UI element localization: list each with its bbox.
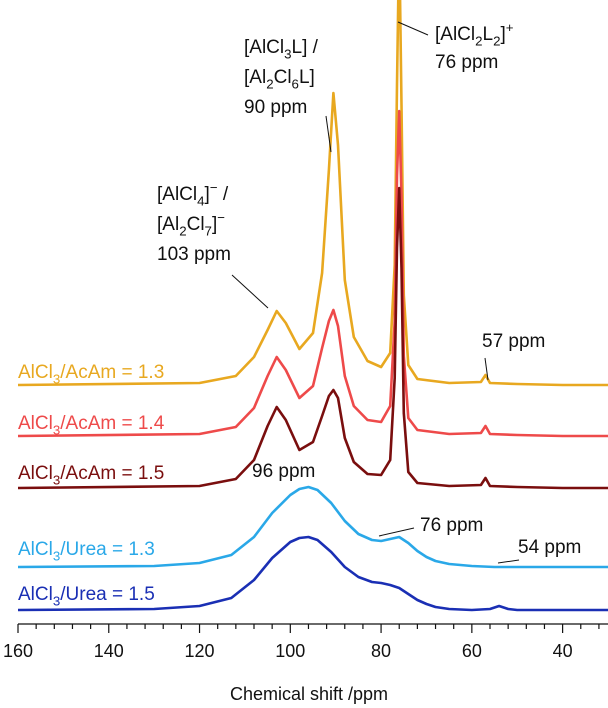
annotation-leader xyxy=(397,21,429,36)
series-line xyxy=(17,0,608,387)
series-label: AlCl3/Urea = 1.3 xyxy=(18,539,155,563)
series-line xyxy=(17,109,608,438)
series-label: AlCl3/Urea = 1.5 xyxy=(18,584,155,608)
series-line xyxy=(17,485,608,569)
x-tick-label: 40 xyxy=(553,641,573,661)
peak-annotation: [AlCl3L] / xyxy=(244,37,319,61)
x-tick-label: 160 xyxy=(3,641,33,661)
annotation-leader xyxy=(484,357,489,381)
peak-annotation: 76 ppm xyxy=(420,515,483,536)
series-label: AlCl3/AcAm = 1.4 xyxy=(18,413,165,437)
x-tick-label: 140 xyxy=(94,641,124,661)
x-axis-label: Chemical shift /ppm xyxy=(230,684,388,704)
annotation-leader xyxy=(325,115,332,153)
peak-annotation: [AlCl2L2]+ xyxy=(435,20,514,48)
series-layer xyxy=(17,0,608,612)
peak-annotation: 57 ppm xyxy=(482,331,545,352)
annotation-leader xyxy=(378,527,415,537)
x-tick-label: 100 xyxy=(275,641,305,661)
peak-annotation: 54 ppm xyxy=(518,537,581,558)
annotation-leader xyxy=(231,274,269,309)
peak-annotation: [AlCl4]− / xyxy=(157,180,229,208)
series-line xyxy=(17,535,608,612)
peak-annotation: [Al2Cl7]− xyxy=(157,210,225,238)
x-tick-label: 80 xyxy=(371,641,391,661)
peak-annotation: [Al2Cl6L] xyxy=(244,67,315,91)
peak-annotation: 96 ppm xyxy=(252,461,315,482)
peak-annotations: [AlCl4]− /[Al2Cl7]− 103 ppm [AlCl3L] / [Al2… xyxy=(157,20,581,558)
peak-annotation: 90 ppm xyxy=(244,97,307,118)
peak-annotation: 76 ppm xyxy=(435,52,498,73)
peak-annotation: 103 ppm xyxy=(157,244,231,265)
series-label: AlCl3/AcAm = 1.5 xyxy=(18,463,164,487)
series-line xyxy=(17,186,608,490)
annotation-leader xyxy=(497,559,520,564)
x-tick-label: 120 xyxy=(185,641,215,661)
x-axis: 160 140 120 100 80 60 40 xyxy=(3,623,608,661)
series-labels: AlCl3/AcAm = 1.3 AlCl3/AcAm = 1.4 AlCl3/Ac… xyxy=(18,362,165,608)
x-tick-label: 60 xyxy=(462,641,482,661)
series-label: AlCl3/AcAm = 1.3 xyxy=(18,362,164,386)
annotation-leaders xyxy=(231,21,520,564)
